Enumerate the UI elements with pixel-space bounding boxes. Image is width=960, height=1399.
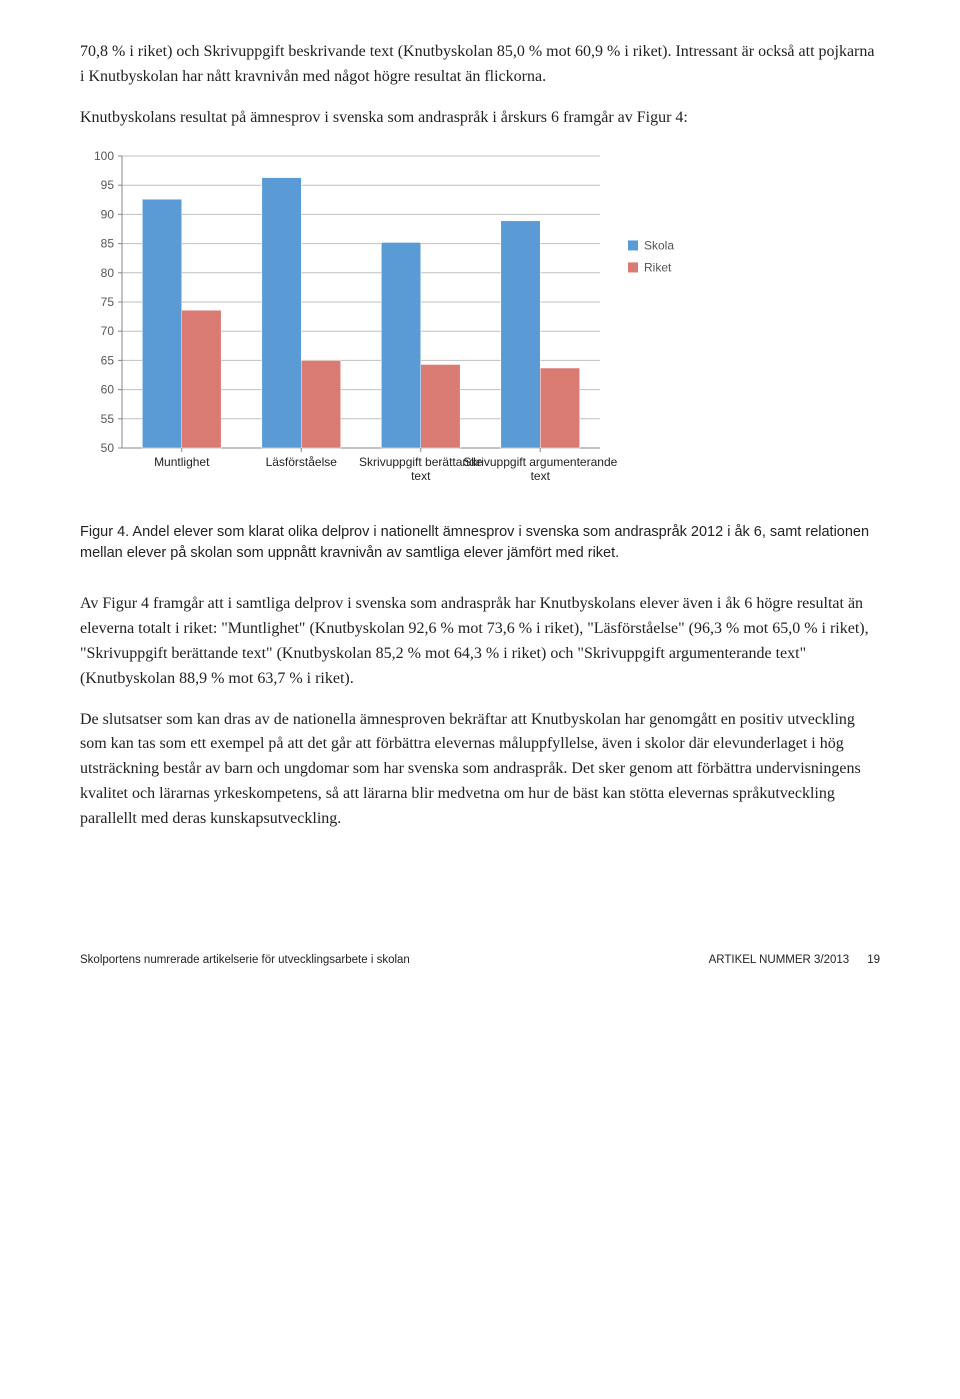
svg-text:65: 65 bbox=[101, 354, 115, 368]
bar-chart: 50 55 60 65 70 75 80 85 90 95 100 Muntlighet Läsförs… bbox=[80, 148, 720, 508]
svg-text:55: 55 bbox=[101, 412, 115, 426]
svg-text:60: 60 bbox=[101, 383, 115, 397]
svg-text:70: 70 bbox=[101, 325, 115, 339]
footer-right: ARTIKEL NUMMER 3/2013 19 bbox=[709, 952, 880, 970]
paragraph-3: Av Figur 4 framgår att i samtliga delpro… bbox=[80, 592, 880, 691]
footer-issue: ARTIKEL NUMMER 3/2013 bbox=[709, 954, 850, 966]
svg-text:100: 100 bbox=[94, 149, 114, 163]
page-footer: Skolportens numrerade artikelserie för u… bbox=[80, 952, 880, 970]
chart-container: 50 55 60 65 70 75 80 85 90 95 100 Muntlighet Läsförs… bbox=[80, 148, 880, 508]
svg-text:Skola: Skola bbox=[644, 239, 674, 253]
figure-caption: Figur 4. Andel elever som klarat olika d… bbox=[80, 522, 880, 564]
paragraph-2: Knutbyskolans resultat på ämnesprov i sv… bbox=[80, 106, 880, 131]
caption-text: Andel elever som klarat olika delprov i … bbox=[80, 524, 869, 561]
svg-text:80: 80 bbox=[101, 266, 115, 280]
paragraph-4: De slutsatser som kan dras av de natione… bbox=[80, 708, 880, 832]
svg-text:Läsförståelse: Läsförståelse bbox=[266, 455, 338, 469]
svg-text:Riket: Riket bbox=[644, 261, 672, 275]
caption-label: Figur 4. bbox=[80, 524, 129, 540]
paragraph-1: 70,8 % i riket) och Skrivuppgift beskriv… bbox=[80, 40, 880, 90]
svg-text:95: 95 bbox=[101, 179, 115, 193]
svg-text:85: 85 bbox=[101, 237, 115, 251]
svg-text:Muntlighet: Muntlighet bbox=[154, 455, 210, 469]
footer-page-number: 19 bbox=[867, 954, 880, 966]
svg-text:text: text bbox=[531, 469, 551, 483]
svg-text:text: text bbox=[411, 469, 431, 483]
svg-text:90: 90 bbox=[101, 208, 115, 222]
svg-text:50: 50 bbox=[101, 441, 115, 455]
svg-text:75: 75 bbox=[101, 295, 115, 309]
svg-text:Skrivuppgift argumenterande: Skrivuppgift argumenterande bbox=[463, 455, 617, 469]
footer-left: Skolportens numrerade artikelserie för u… bbox=[80, 952, 410, 970]
